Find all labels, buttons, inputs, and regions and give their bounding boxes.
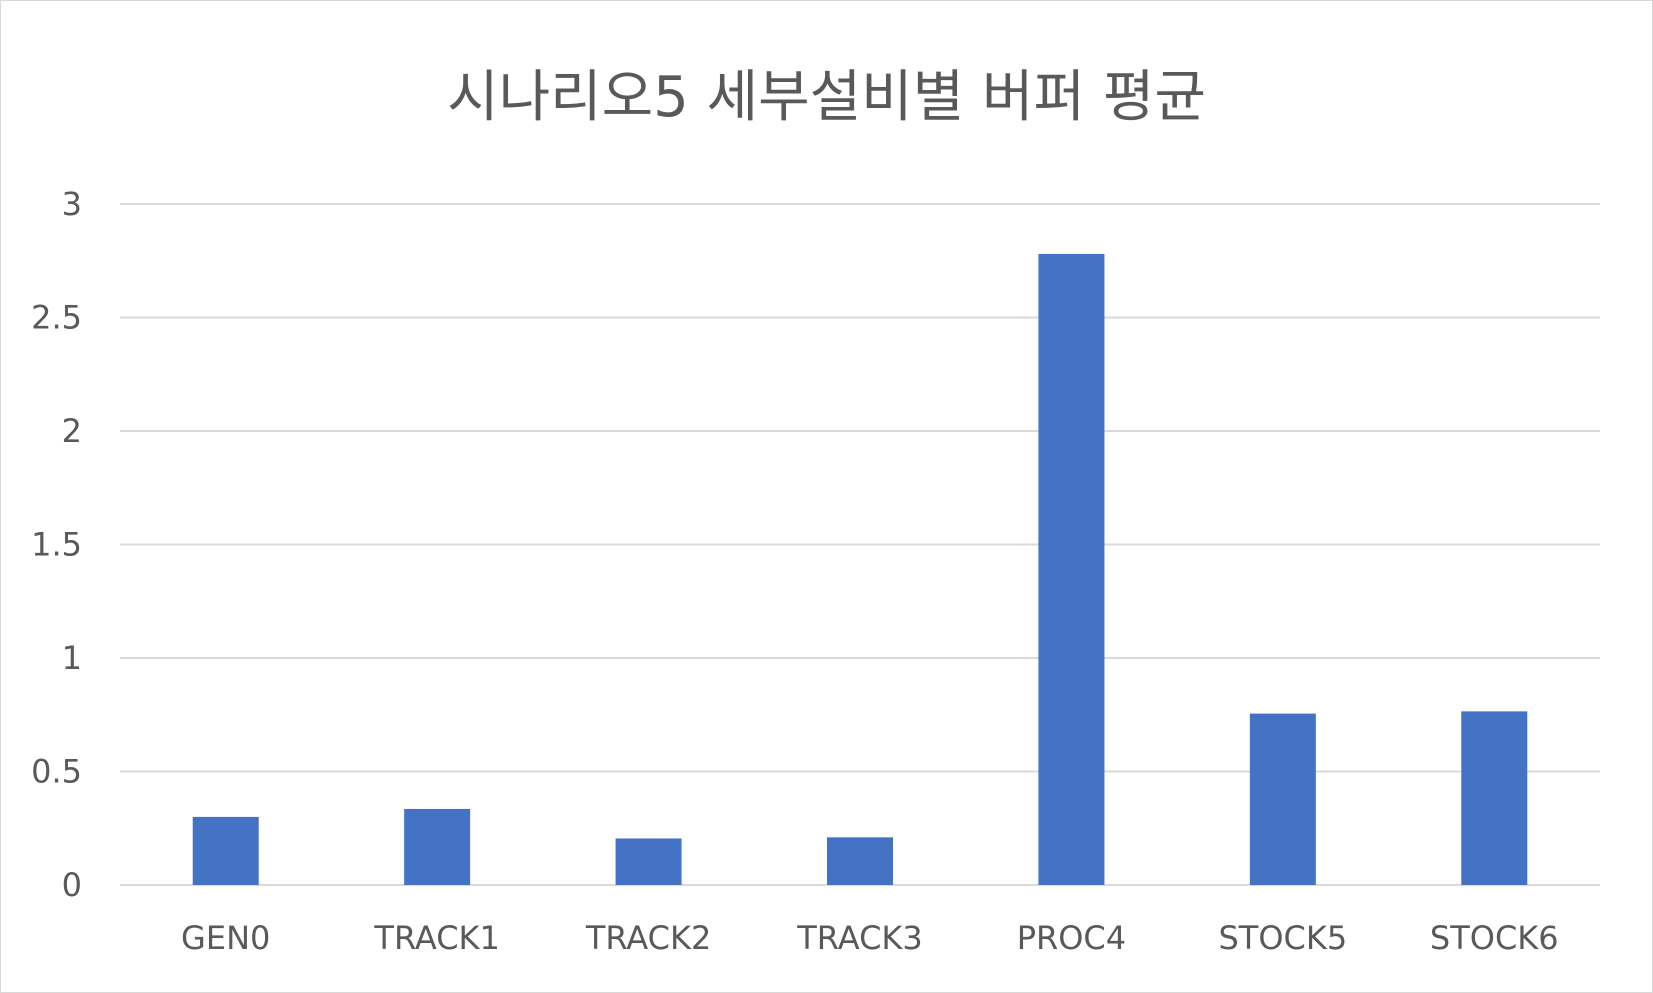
y-tick-label: 0.5 [31, 753, 82, 791]
bar-gen0 [192, 816, 259, 885]
bar-track2 [615, 838, 682, 885]
gridlines [120, 203, 1600, 886]
x-category-label: GEN0 [181, 919, 270, 957]
x-category-label: STOCK5 [1218, 919, 1347, 957]
x-category-label: TRACK1 [373, 919, 500, 957]
bar-track1 [404, 808, 471, 885]
bar-stock6 [1461, 711, 1528, 885]
x-category-label: STOCK6 [1430, 919, 1559, 957]
bar-stock5 [1249, 713, 1316, 885]
y-axis-tick-labels: 0 0.5 1 1.5 2 2.5 3 [31, 185, 82, 904]
bar-proc4 [1038, 253, 1105, 885]
y-tick-label: 3 [62, 185, 82, 223]
x-category-label: PROC4 [1017, 919, 1126, 957]
y-tick-label: 1 [62, 639, 82, 677]
y-tick-label: 2 [62, 412, 82, 450]
x-axis-category-labels: GEN0 TRACK1 TRACK2 TRACK3 PROC4 STOCK5 STOCK6 [181, 919, 1559, 957]
x-category-label: TRACK2 [585, 919, 712, 957]
y-tick-label: 2.5 [31, 299, 82, 337]
x-category-label: TRACK3 [796, 919, 923, 957]
bars [192, 253, 1528, 885]
chart-title: 시나리오5 세부설비별 버퍼 평균 [447, 65, 1206, 130]
y-tick-label: 0 [62, 866, 82, 904]
bar-track3 [827, 837, 893, 885]
y-tick-label: 1.5 [31, 526, 82, 564]
